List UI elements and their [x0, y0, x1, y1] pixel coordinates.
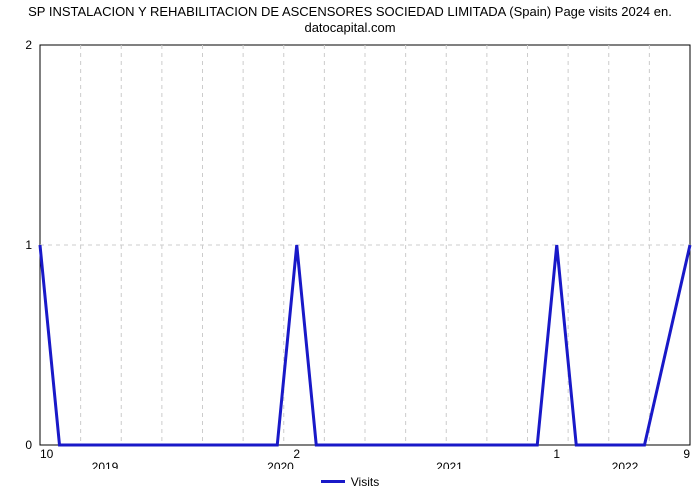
legend-swatch	[321, 480, 345, 483]
x-year-label: 2022	[612, 460, 639, 469]
chart-title-line1: SP INSTALACION Y REHABILITACION DE ASCEN…	[0, 4, 700, 20]
chart-container: SP INSTALACION Y REHABILITACION DE ASCEN…	[0, 0, 700, 500]
chart-title-block: SP INSTALACION Y REHABILITACION DE ASCEN…	[0, 0, 700, 39]
y-tick-label: 2	[25, 39, 32, 52]
x-year-label: 2021	[436, 460, 463, 469]
chart-title-line2: datocapital.com	[0, 20, 700, 36]
line-chart: 0 1 2 2019 2020 2021 2022 10 2 1 9	[0, 39, 700, 469]
x-year-label: 2020	[267, 460, 294, 469]
data-value-label: 1	[553, 447, 560, 461]
x-year-label: 2019	[92, 460, 119, 469]
y-tick-label: 0	[25, 438, 32, 452]
legend-label: Visits	[351, 475, 379, 489]
chart-legend: Visits	[0, 469, 700, 489]
chart-bg	[0, 39, 700, 469]
data-value-label: 10	[40, 447, 54, 461]
data-value-label: 2	[293, 447, 300, 461]
y-tick-label: 1	[25, 238, 32, 252]
data-value-label: 9	[683, 447, 690, 461]
